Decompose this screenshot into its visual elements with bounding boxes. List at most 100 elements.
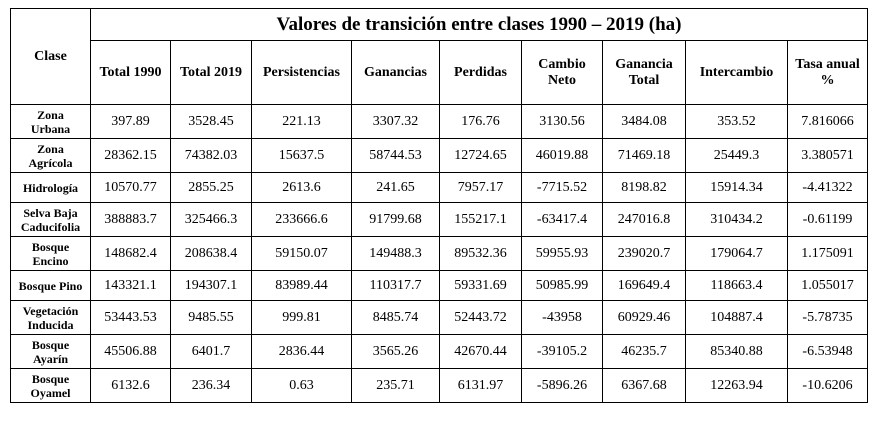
table-cell: 15914.34 [685, 172, 788, 203]
row-class-label: Selva Baja Caducifolia [10, 202, 91, 237]
table-cell: -63417.4 [521, 202, 603, 237]
column-header: Tasa anual% [787, 40, 868, 105]
row-class-line: Selva Baja [23, 205, 78, 220]
table-cell: 3484.08 [602, 104, 686, 139]
table-cell: 3528.45 [170, 104, 252, 139]
table-cell: 50985.99 [521, 270, 603, 301]
table-cell: 6367.68 [602, 368, 686, 403]
column-header-line: Persistencias [263, 64, 340, 80]
table-cell: 89532.36 [439, 236, 522, 271]
table-cell: 60929.46 [602, 300, 686, 335]
table-cell: 7957.17 [439, 172, 522, 203]
column-header: Intercambio [685, 40, 788, 105]
row-class-label: Zona Urbana [10, 104, 91, 139]
column-header: Perdidas [439, 40, 522, 105]
column-header: Total 1990 [90, 40, 171, 105]
table-cell: 6132.6 [90, 368, 171, 403]
row-class-line: Inducida [27, 317, 74, 332]
table-cell: 194307.1 [170, 270, 252, 301]
column-header: Persistencias [251, 40, 352, 105]
row-class-line: Hidrología [22, 180, 79, 195]
table-cell: 149488.3 [351, 236, 440, 271]
table-cell: 208638.4 [170, 236, 252, 271]
table-cell: 1.055017 [787, 270, 868, 301]
row-class-label: Vegetación Inducida [10, 300, 91, 335]
table-cell: 118663.4 [685, 270, 788, 301]
table-cell: -6.53948 [787, 334, 868, 369]
table-cell: 0.63 [251, 368, 352, 403]
table-title: Valores de transición entre clases 1990 … [90, 8, 868, 41]
table-cell: 28362.15 [90, 138, 171, 173]
table-cell: -7715.52 [521, 172, 603, 203]
table-cell: 12724.65 [439, 138, 522, 173]
table-cell: 91799.68 [351, 202, 440, 237]
table-cell: 3.380571 [787, 138, 868, 173]
table-cell: 247016.8 [602, 202, 686, 237]
table-cell: 325466.3 [170, 202, 252, 237]
table-cell: 176.76 [439, 104, 522, 139]
column-header-line: Total 2019 [179, 64, 243, 80]
table-cell: 169649.4 [602, 270, 686, 301]
column-header-line: Total [628, 72, 660, 88]
table-container: Clase Valores de transición entre clases… [10, 8, 868, 403]
table-cell: 397.89 [90, 104, 171, 139]
table-cell: 59150.07 [251, 236, 352, 271]
table-row: Bosque Encino 148682.4 208638.4 59150.07 1494… [10, 236, 868, 271]
table-cell: 59955.93 [521, 236, 603, 271]
row-class-line: Bosque [31, 337, 70, 352]
table-row: Selva Baja Caducifolia 388883.7 325466.3 233… [10, 202, 868, 237]
row-class-line: Bosque Pino [18, 278, 83, 293]
row-class-line: Caducifolia [20, 219, 81, 234]
table-cell: 46019.88 [521, 138, 603, 173]
table-cell: 3307.32 [351, 104, 440, 139]
row-class-line: Zona [37, 141, 64, 156]
table-cell: 233666.6 [251, 202, 352, 237]
table-cell: -43958 [521, 300, 603, 335]
table-cell: 148682.4 [90, 236, 171, 271]
table-cell: 3565.26 [351, 334, 440, 369]
table-cell: 74382.03 [170, 138, 252, 173]
table-cell: 6401.7 [170, 334, 252, 369]
row-class-label: Bosque Encino [10, 236, 91, 271]
column-header-line: % [820, 72, 835, 88]
table-cell: 7.816066 [787, 104, 868, 139]
column-header-line: Ganancias [363, 64, 427, 80]
table-cell: 25449.3 [685, 138, 788, 173]
table-cell: 59331.69 [439, 270, 522, 301]
table-cell: 53443.53 [90, 300, 171, 335]
column-header-line: Cambio [538, 56, 586, 72]
table-cell: 2836.44 [251, 334, 352, 369]
table-cell: 45506.88 [90, 334, 171, 369]
table-cell: 143321.1 [90, 270, 171, 301]
table-cell: 2613.6 [251, 172, 352, 203]
column-header-line: Total 1990 [99, 64, 162, 80]
table-cell: 8198.82 [602, 172, 686, 203]
row-class-label: Bosque Pino [10, 270, 91, 301]
table-cell: -5896.26 [521, 368, 603, 403]
row-class-label: Bosque Oyamel [10, 368, 91, 403]
table-row: Hidrología 10570.77 2855.25 2613.6 241.65 795… [10, 172, 868, 203]
table-row: Bosque Oyamel 6132.6 236.34 0.63 235.71 6131.9… [10, 368, 868, 403]
column-header-line: Perdidas [454, 64, 507, 80]
table-cell: 71469.18 [602, 138, 686, 173]
table-cell: 310434.2 [685, 202, 788, 237]
table-cell: 999.81 [251, 300, 352, 335]
table-cell: 8485.74 [351, 300, 440, 335]
row-class-line: Bosque [31, 239, 70, 254]
table-cell: 241.65 [351, 172, 440, 203]
row-class-line: Ayarín [32, 351, 69, 366]
column-header: Ganancia Total [602, 40, 686, 105]
table-cell: 388883.7 [90, 202, 171, 237]
row-class-line: Agrícola [28, 155, 73, 170]
table-cell: 110317.7 [351, 270, 440, 301]
transition-table: Clase Valores de transición entre clases… [10, 8, 868, 403]
table-cell: 1.175091 [787, 236, 868, 271]
row-class-label: Bosque Ayarín [10, 334, 91, 369]
table-cell: -5.78735 [787, 300, 868, 335]
row-class-label: Hidrología [10, 172, 91, 203]
table-cell: 10570.77 [90, 172, 171, 203]
table-cell: 236.34 [170, 368, 252, 403]
table-cell: 52443.72 [439, 300, 522, 335]
column-header-line: Neto [548, 72, 576, 88]
row-class-label: Zona Agrícola [10, 138, 91, 173]
